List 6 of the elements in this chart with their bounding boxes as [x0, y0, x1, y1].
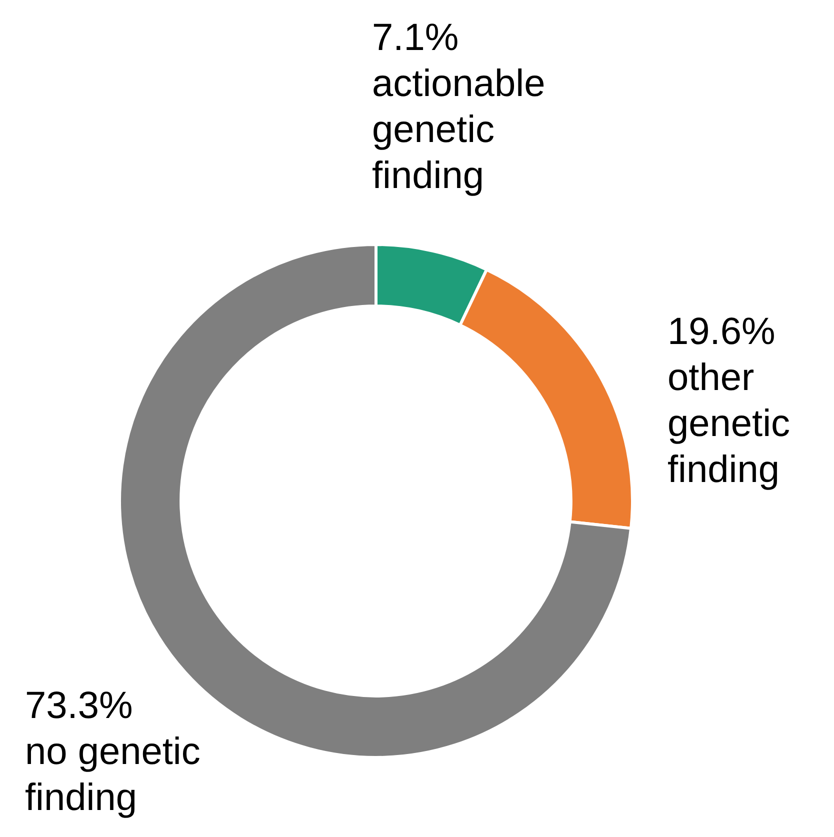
slice-label: actionable genetic finding: [372, 62, 546, 197]
slice-label: no genetic finding: [25, 730, 200, 819]
slice-label: other genetic finding: [668, 356, 790, 491]
data-label: 19.6%: [668, 310, 776, 353]
data-label: 73.3%: [25, 684, 133, 727]
data-label: 7.1%: [372, 16, 459, 59]
